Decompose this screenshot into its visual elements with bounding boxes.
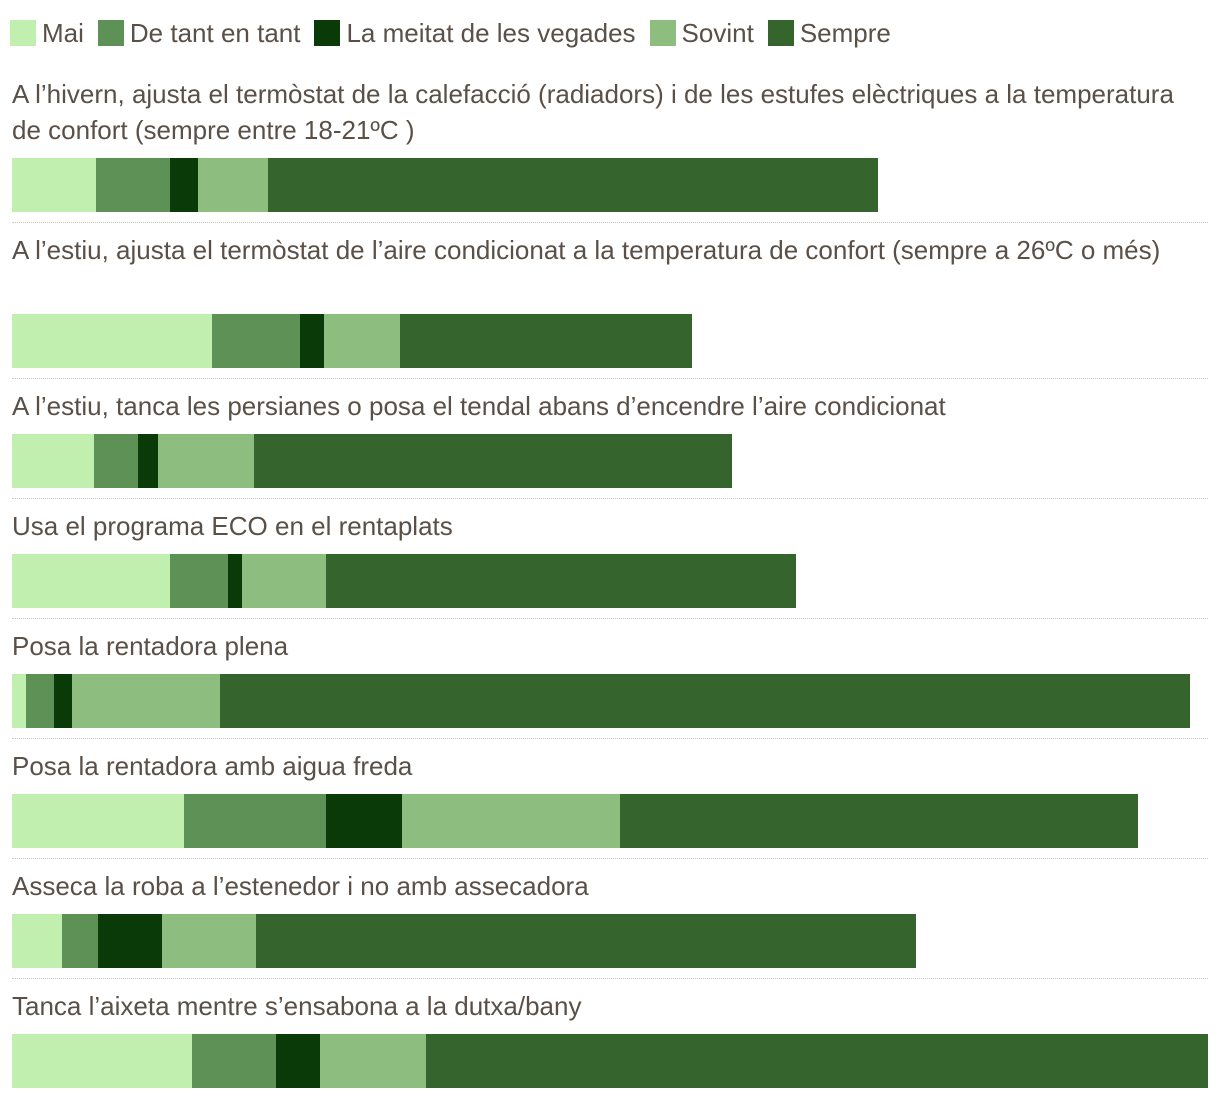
row-label: Usa el programa ECO en el rentaplats	[12, 511, 453, 541]
legend-label: Sempre	[799, 17, 891, 48]
row-label: A l’hivern, ajusta el termòstat de la ca…	[12, 79, 1174, 145]
bar-segment	[400, 314, 692, 368]
row-divider	[12, 378, 1208, 379]
bar-segment	[300, 314, 324, 368]
bar-segment	[220, 674, 1190, 728]
bar-segment	[12, 158, 96, 212]
stacked-bar	[12, 434, 732, 488]
bar-segment	[62, 914, 98, 968]
stacked-bar	[12, 158, 878, 212]
legend-label: De tant en tant	[129, 17, 301, 48]
bar-segment	[326, 554, 796, 608]
legend-item: Mai	[10, 18, 84, 49]
legend-swatch	[649, 20, 676, 46]
bar-segment	[12, 674, 26, 728]
bar-segment	[26, 674, 54, 728]
row-label: Posa la rentadora plena	[12, 631, 289, 661]
bar-segment	[94, 434, 138, 488]
legend-swatch	[767, 20, 794, 46]
bar-segment	[54, 674, 72, 728]
bar-segment	[320, 1034, 426, 1088]
legend-swatch	[10, 20, 36, 46]
row-label: Asseca la roba a l’estenedor i no amb as…	[12, 871, 589, 901]
bar-segment	[158, 434, 254, 488]
bar-segment	[12, 1034, 192, 1088]
bar-segment	[162, 914, 256, 968]
row-label: Tanca l’aixeta mentre s’ensabona a la du…	[12, 991, 582, 1021]
bar-segment	[12, 314, 212, 368]
bar-segment	[98, 914, 162, 968]
row-label: A l’estiu, ajusta el termòstat de l’aire…	[12, 235, 1161, 265]
bar-segment	[198, 158, 268, 212]
stacked-bar	[12, 674, 1190, 728]
bar-segment	[228, 554, 242, 608]
stacked-bar	[12, 914, 916, 968]
bar-segment	[12, 554, 170, 608]
legend: Mai De tant en tant La meitat de les vegad…	[10, 16, 905, 50]
bar-segment	[96, 158, 170, 212]
legend-swatch	[97, 20, 124, 46]
row-divider	[12, 978, 1208, 979]
bar-segment	[212, 314, 300, 368]
bar-segment	[242, 554, 326, 608]
stacked-bar	[12, 1034, 1208, 1088]
legend-item: De tant en tant	[97, 17, 301, 49]
row-divider	[12, 222, 1208, 223]
bar-segment	[170, 554, 228, 608]
bar-segment	[72, 674, 220, 728]
row-divider	[12, 738, 1208, 739]
bar-segment	[12, 434, 94, 488]
row-divider	[12, 858, 1208, 859]
legend-swatch	[314, 20, 341, 46]
bar-segment	[184, 794, 326, 848]
bar-segment	[170, 158, 198, 212]
bar-segment	[326, 794, 402, 848]
bar-segment	[192, 1034, 276, 1088]
bar-segment	[138, 434, 158, 488]
legend-item: Sovint	[649, 17, 754, 49]
legend-label: Sovint	[681, 17, 754, 48]
bar-segment	[12, 914, 62, 968]
legend-item: Sempre	[767, 17, 891, 49]
stacked-bar	[12, 314, 692, 368]
row-divider	[12, 618, 1208, 619]
row-label: Posa la rentadora amb aigua freda	[12, 751, 413, 781]
legend-label: La meitat de les vegades	[346, 17, 636, 48]
legend-label: Mai	[42, 17, 84, 48]
legend-item: La meitat de les vegades	[314, 17, 636, 49]
bar-segment	[402, 794, 620, 848]
bar-segment	[268, 158, 878, 212]
stacked-bar	[12, 794, 1138, 848]
bar-segment	[324, 314, 400, 368]
bar-segment	[12, 794, 184, 848]
bar-segment	[620, 794, 1138, 848]
row-divider	[12, 498, 1208, 499]
bar-segment	[256, 914, 916, 968]
bar-segment	[254, 434, 732, 488]
bar-segment	[426, 1034, 1208, 1088]
stacked-bar	[12, 554, 796, 608]
bar-segment	[276, 1034, 320, 1088]
row-label: A l’estiu, tanca les persianes o posa el…	[12, 391, 946, 421]
